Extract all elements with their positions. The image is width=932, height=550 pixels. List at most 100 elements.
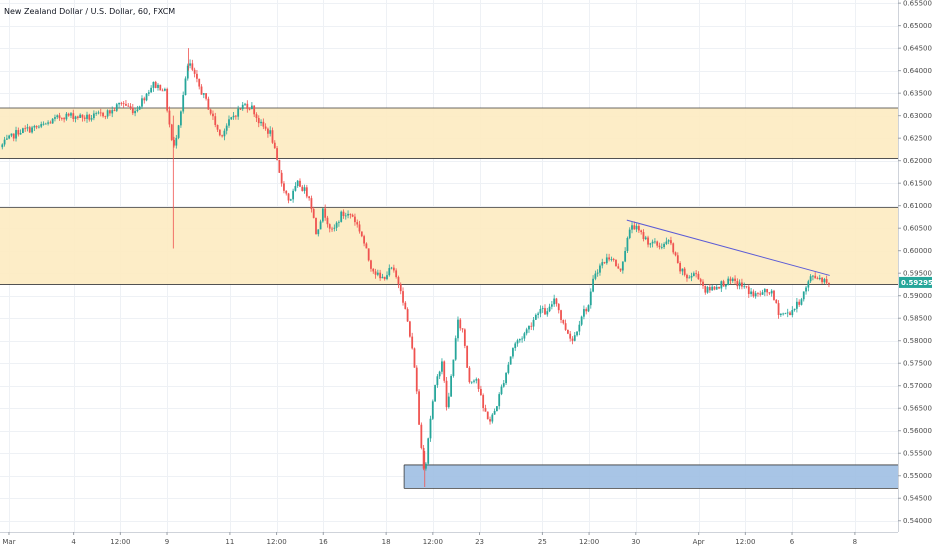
chart-title: New Zealand Dollar / U.S. Dollar, 60, FX… <box>4 7 175 16</box>
y-tick-label: 0.65000 <box>903 22 932 30</box>
candle-body <box>461 328 464 330</box>
candle-body <box>770 290 773 294</box>
candle-body <box>498 394 501 407</box>
candle-body <box>768 292 771 294</box>
candle-body <box>250 105 253 109</box>
candle-body <box>690 275 693 278</box>
candle-body <box>383 276 386 280</box>
candle-body <box>115 104 118 111</box>
candle-body <box>296 180 299 186</box>
y-tick-label: 0.54000 <box>903 517 932 525</box>
candle-body <box>24 128 27 130</box>
price-zones <box>0 107 898 489</box>
candle-body <box>603 262 606 264</box>
candle-body <box>635 225 638 230</box>
candle-body <box>718 286 720 289</box>
price-axis[interactable]: 0.65500 0.65000 0.64500 0.64000 0.63500 0.630… <box>898 0 932 525</box>
candle-body <box>273 142 276 149</box>
resistance-trendline[interactable] <box>626 219 830 276</box>
y-tick-label: 0.61500 <box>903 180 932 188</box>
candle-body <box>649 243 652 245</box>
candle-body <box>454 338 457 360</box>
candlestick-series <box>1 48 830 487</box>
candle-body <box>70 113 72 116</box>
candle-body <box>704 285 707 293</box>
candle-body <box>612 259 615 260</box>
candle-body <box>681 268 684 272</box>
candle-body <box>825 279 828 283</box>
candle-body <box>324 208 327 218</box>
y-tick-label: 0.57000 <box>903 382 932 390</box>
x-tick-label: 9 <box>165 538 169 546</box>
candle-body <box>754 293 757 297</box>
candle-body <box>102 112 104 117</box>
y-tick-label: 0.63000 <box>903 112 932 120</box>
candle-body <box>658 245 661 248</box>
candle-body <box>237 108 240 117</box>
y-tick-label: 0.59000 <box>903 292 932 300</box>
candle-body <box>436 376 439 386</box>
candle-body <box>111 110 114 114</box>
candle-body <box>525 329 528 334</box>
candle-body <box>466 345 469 368</box>
candle-body <box>225 125 228 131</box>
candle-body <box>310 198 313 210</box>
candle-body <box>35 126 38 128</box>
candle-body <box>502 383 505 387</box>
candle-body <box>147 92 150 94</box>
candle-body <box>805 287 807 292</box>
candle-body <box>459 319 462 329</box>
candle-body <box>534 314 537 320</box>
candle-body <box>44 123 47 125</box>
candle-body <box>99 112 102 114</box>
candle-body <box>168 110 171 125</box>
candle-body <box>40 124 43 127</box>
candle-body <box>667 240 670 242</box>
candle-body <box>113 110 116 111</box>
candle-body <box>491 414 494 422</box>
candle-body <box>381 276 384 279</box>
candle-body <box>791 310 794 316</box>
candle-body <box>193 69 196 74</box>
x-tick-label: Mar <box>2 538 15 546</box>
candle-body <box>580 316 583 325</box>
candle-body <box>539 309 542 314</box>
candle-body <box>221 135 224 137</box>
y-tick-label: 0.58000 <box>903 337 932 345</box>
candle-body <box>747 286 750 295</box>
candle-body <box>388 268 391 276</box>
candle-body <box>759 293 762 295</box>
candle-body <box>784 313 787 315</box>
x-tick-label: 12:00 <box>579 538 599 546</box>
candle-body <box>786 312 789 314</box>
candle-body <box>484 407 487 412</box>
candle-body <box>585 309 588 312</box>
candle-body <box>386 275 388 280</box>
x-tick-label: 12:00 <box>423 538 443 546</box>
candle-body <box>736 280 739 287</box>
candle-body <box>218 129 221 136</box>
candle-body <box>734 278 736 281</box>
y-tick-label: 0.56000 <box>903 427 932 435</box>
candle-body <box>715 286 718 290</box>
candle-body <box>12 133 15 139</box>
candle-body <box>92 113 95 119</box>
candle-body <box>601 262 604 266</box>
y-tick-label: 0.65500 <box>903 0 932 8</box>
candle-body <box>202 93 205 95</box>
candle-body <box>363 236 365 244</box>
candle-body <box>230 117 233 120</box>
candle-body <box>486 411 489 420</box>
candle-body <box>214 116 217 125</box>
candle-body <box>512 348 514 357</box>
candle-body <box>351 214 354 217</box>
time-axis[interactable]: Mar 4 12:00 9 11 12:00 16 18 12:00 23 25 12:00 30 Apr… <box>2 532 857 546</box>
candle-body <box>216 124 219 130</box>
y-tick-label: 0.60000 <box>903 247 932 255</box>
candle-body <box>807 281 810 288</box>
x-tick-label: 16 <box>319 538 328 546</box>
candle-body <box>818 277 821 280</box>
candle-body <box>773 290 775 300</box>
candle-body <box>145 93 148 101</box>
